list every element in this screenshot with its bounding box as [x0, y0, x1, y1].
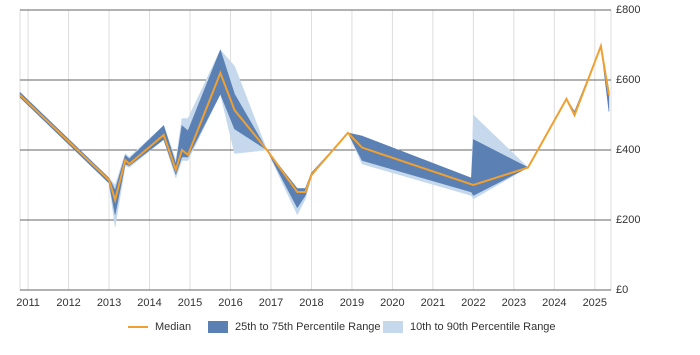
x-tick-label: 2019	[340, 297, 364, 309]
x-tick-label: 2013	[97, 297, 121, 309]
y-tick-label: £600	[616, 74, 640, 86]
x-tick-label: 2024	[542, 297, 566, 309]
x-tick-label: 2025	[583, 297, 607, 309]
x-tick-label: 2023	[502, 297, 526, 309]
x-tick-label: 2017	[259, 297, 283, 309]
y-tick-label: £400	[616, 144, 640, 156]
legend-swatch	[208, 321, 228, 333]
y-tick-label: £0	[616, 284, 628, 296]
y-tick-label: £200	[616, 214, 640, 226]
percentile-band	[19, 45, 610, 228]
legend-swatch	[383, 321, 403, 333]
median-line	[19, 42, 610, 204]
x-tick-label: 2012	[56, 297, 80, 309]
y-tick-label: £800	[616, 4, 640, 16]
x-tick-label: 2021	[421, 297, 445, 309]
percentile-band	[19, 45, 610, 215]
x-tick-label: 2016	[218, 297, 242, 309]
x-tick-label: 2022	[461, 297, 485, 309]
x-tick-label: 2015	[178, 297, 202, 309]
x-tick-label: 2018	[299, 297, 323, 309]
legend-label: 10th to 90th Percentile Range	[410, 321, 556, 333]
x-tick-label: 2011	[16, 297, 40, 309]
x-tick-label: 2014	[137, 297, 161, 309]
legend-label: 25th to 75th Percentile Range	[235, 321, 381, 333]
legend-label: Median	[155, 321, 191, 333]
x-tick-label: 2020	[380, 297, 404, 309]
